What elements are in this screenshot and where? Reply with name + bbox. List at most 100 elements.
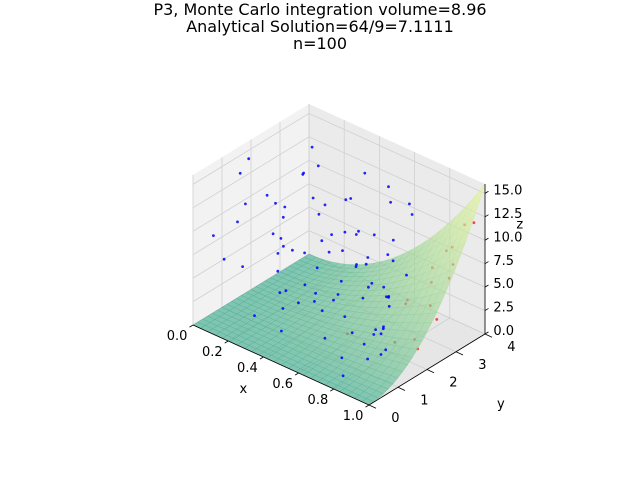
grid-line-z bbox=[192, 112, 486, 194]
data-point-above bbox=[315, 266, 319, 270]
data-point-above bbox=[323, 203, 327, 207]
data-point-above bbox=[340, 356, 344, 360]
data-point-above bbox=[244, 202, 247, 206]
z-axis-label: z bbox=[516, 218, 523, 233]
data-point-above bbox=[236, 220, 239, 224]
data-point-above bbox=[241, 265, 245, 268]
data-point-above bbox=[276, 269, 280, 273]
data-point-above bbox=[332, 298, 335, 302]
data-point-above bbox=[391, 259, 395, 263]
data-point-below bbox=[472, 221, 476, 225]
x-axis-label: x bbox=[239, 382, 247, 397]
z-tick-mark bbox=[484, 308, 489, 311]
data-point-above bbox=[387, 295, 391, 298]
data-point-above bbox=[343, 230, 347, 234]
data-point-above bbox=[320, 239, 324, 243]
y-tick-mark bbox=[484, 333, 493, 338]
data-point-above bbox=[408, 202, 411, 206]
data-point-above bbox=[281, 307, 285, 310]
data-point-above bbox=[280, 329, 283, 333]
x-tick-label: 0.2 bbox=[202, 345, 223, 360]
data-point-above bbox=[372, 333, 376, 336]
data-point-above bbox=[391, 238, 395, 242]
data-point-above bbox=[311, 196, 315, 200]
data-point-above bbox=[343, 315, 347, 318]
data-point-above bbox=[253, 314, 256, 317]
data-point-above bbox=[389, 200, 392, 204]
x-tick-mark bbox=[294, 372, 299, 376]
y-axis-label: y bbox=[497, 397, 505, 412]
data-point-above bbox=[313, 300, 316, 303]
surface-plot bbox=[192, 183, 486, 406]
data-point-above bbox=[357, 229, 360, 233]
grid-line-z bbox=[192, 136, 486, 218]
data-point-above bbox=[279, 237, 283, 240]
data-point-above bbox=[316, 164, 320, 168]
data-point-above bbox=[265, 193, 269, 197]
data-point-above bbox=[354, 265, 358, 268]
axis-labels: x y z bbox=[239, 218, 523, 413]
data-point-above bbox=[372, 233, 376, 237]
data-point-above bbox=[363, 171, 367, 175]
data-point-above bbox=[387, 185, 390, 189]
z-tick-mark bbox=[484, 214, 489, 218]
data-point-above bbox=[354, 233, 358, 236]
data-point-above bbox=[310, 145, 314, 149]
data-point-above bbox=[385, 295, 388, 299]
x-axis-line bbox=[192, 324, 370, 406]
y-tick-label: 3 bbox=[478, 358, 486, 373]
data-point-above bbox=[405, 273, 408, 277]
data-point-above bbox=[350, 331, 354, 335]
data-point-above bbox=[366, 256, 370, 259]
grid-line-z bbox=[192, 159, 486, 241]
y-tick-label: 0 bbox=[391, 411, 399, 426]
data-point-above bbox=[379, 353, 383, 356]
z-tick-label: 5.0 bbox=[493, 277, 514, 292]
z-tick-mark bbox=[484, 190, 489, 194]
data-point-above bbox=[367, 285, 370, 289]
tick-marks: 0.00.20.40.60.81.0 012340.02.55.07.510.01… bbox=[167, 184, 523, 427]
data-point-above bbox=[410, 213, 414, 216]
z-tick-label: 15.0 bbox=[493, 184, 522, 199]
z-tick-label: 0.0 bbox=[493, 324, 514, 339]
x-tick-mark bbox=[224, 340, 229, 344]
data-point-above bbox=[317, 212, 321, 216]
y-tick-mark bbox=[426, 369, 435, 374]
y-tick-mark bbox=[455, 351, 464, 356]
data-point-above bbox=[278, 291, 282, 294]
data-point-above bbox=[314, 291, 317, 295]
data-point-above bbox=[281, 215, 285, 219]
z-tick-label: 2.5 bbox=[493, 301, 514, 316]
data-point-above bbox=[382, 285, 386, 289]
y-tick-label: 1 bbox=[420, 393, 428, 408]
data-point-above bbox=[212, 234, 215, 238]
data-point-above bbox=[271, 232, 275, 236]
data-point-above bbox=[336, 293, 340, 296]
data-point-above bbox=[366, 357, 369, 361]
data-point-above bbox=[384, 348, 388, 352]
points-front-of-surface bbox=[212, 145, 414, 378]
z-tick-label: 7.5 bbox=[493, 254, 514, 269]
grid-line-z bbox=[192, 183, 486, 265]
y-tick-mark bbox=[397, 386, 406, 391]
data-point-above bbox=[387, 304, 391, 308]
data-point-above bbox=[339, 279, 343, 283]
data-point-above bbox=[238, 171, 242, 175]
data-point-above bbox=[386, 253, 390, 256]
title-line-3: n=100 bbox=[292, 34, 348, 53]
data-point-above bbox=[341, 249, 344, 253]
y-tick-mark bbox=[368, 404, 377, 409]
data-point-above bbox=[382, 325, 385, 329]
data-point-above bbox=[361, 296, 365, 300]
z-tick-mark bbox=[484, 284, 489, 288]
title-line-2: Analytical Solution=64/9=7.1111 bbox=[186, 17, 454, 36]
x-tick-mark bbox=[259, 356, 264, 360]
data-point-above bbox=[362, 342, 366, 346]
data-point-above bbox=[274, 201, 277, 205]
x-tick-label: 0.8 bbox=[308, 393, 329, 408]
x-tick-label: 0.4 bbox=[237, 361, 258, 376]
x-tick-label: 1.0 bbox=[343, 409, 364, 424]
data-point-above bbox=[303, 251, 306, 255]
data-point-below bbox=[435, 318, 439, 321]
